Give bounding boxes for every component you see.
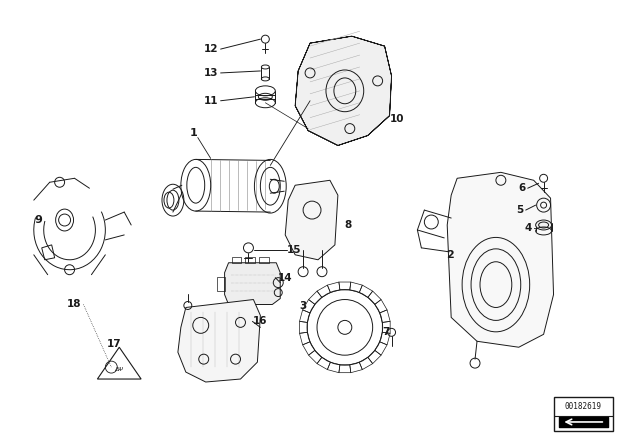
Text: 6: 6 <box>518 183 525 193</box>
Polygon shape <box>285 180 338 260</box>
Text: 3: 3 <box>300 302 307 311</box>
Polygon shape <box>295 36 392 146</box>
Text: 15: 15 <box>287 245 301 255</box>
Text: 4: 4 <box>524 223 532 233</box>
Text: 13: 13 <box>204 68 219 78</box>
Text: ΔΨ: ΔΨ <box>115 366 124 371</box>
Text: 11: 11 <box>204 96 219 106</box>
Text: 7: 7 <box>382 327 390 337</box>
Text: 2: 2 <box>447 250 454 260</box>
Text: 10: 10 <box>390 114 404 124</box>
Text: 14: 14 <box>278 273 293 283</box>
Text: 18: 18 <box>67 300 81 310</box>
Ellipse shape <box>536 220 552 230</box>
Text: 5: 5 <box>516 205 524 215</box>
Text: 1: 1 <box>190 128 198 138</box>
Text: 12: 12 <box>204 44 219 54</box>
Text: 16: 16 <box>252 316 267 327</box>
Text: 17: 17 <box>107 339 122 349</box>
Text: 8: 8 <box>345 220 352 230</box>
Polygon shape <box>178 300 260 382</box>
Polygon shape <box>225 263 280 305</box>
Text: 9: 9 <box>35 215 43 225</box>
Text: 00182619: 00182619 <box>565 401 602 410</box>
Polygon shape <box>447 172 554 347</box>
